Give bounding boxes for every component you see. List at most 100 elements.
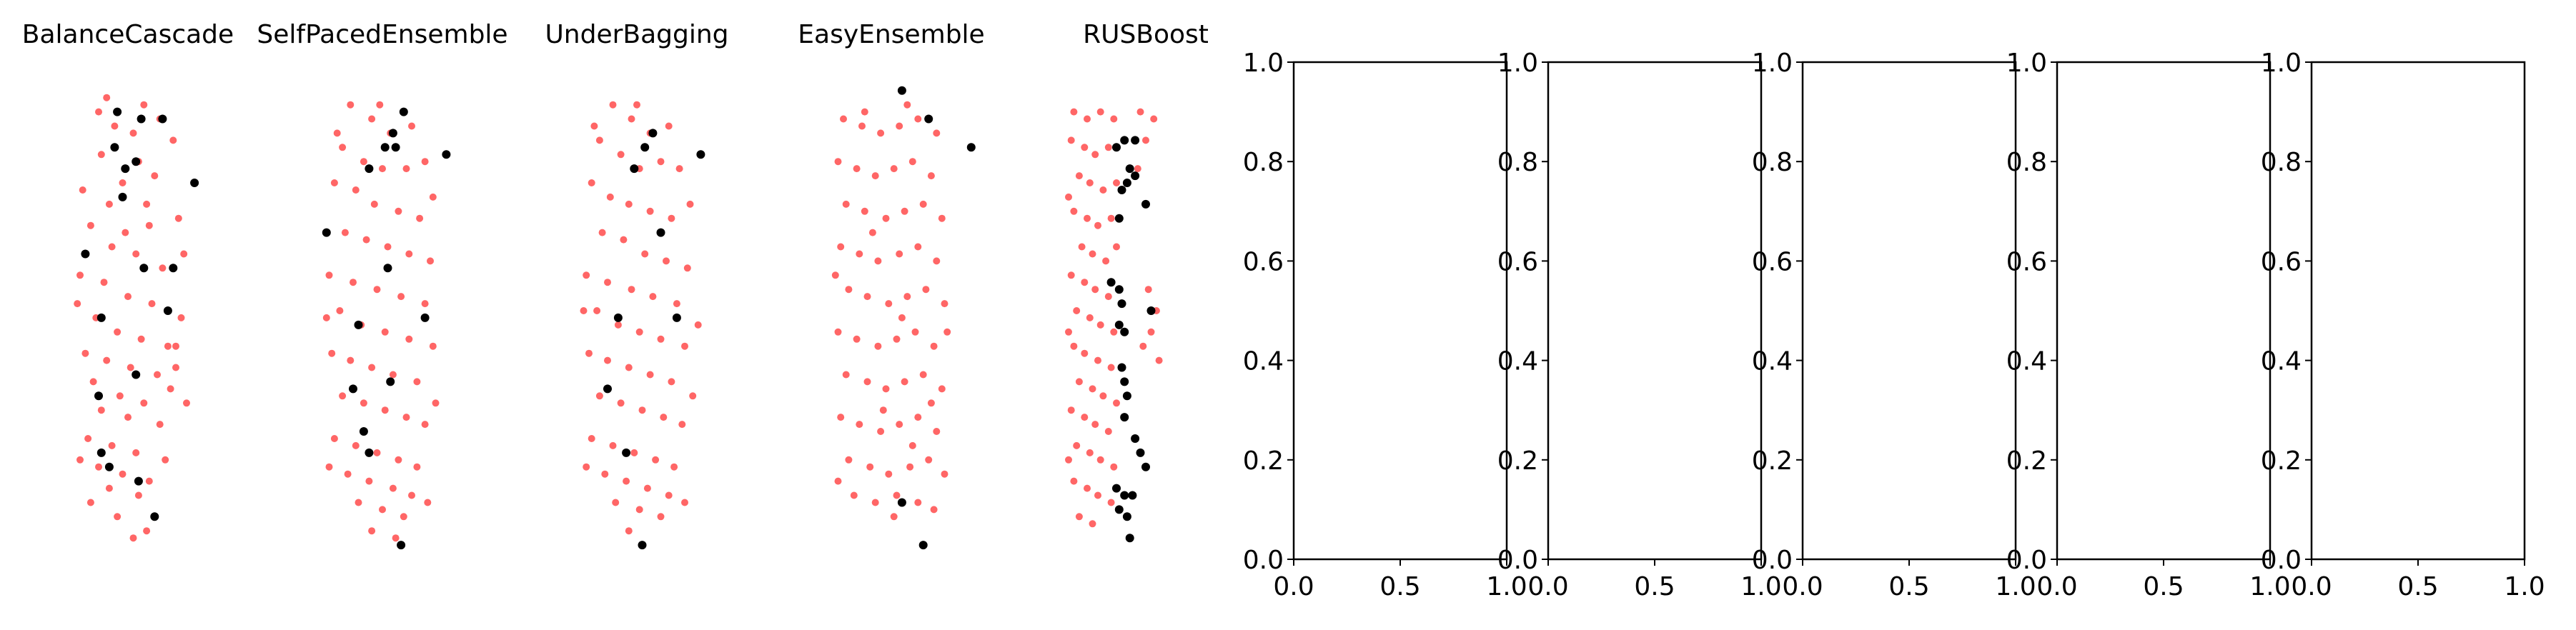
scatter-point-minority xyxy=(1075,172,1083,180)
scatter-point-minority xyxy=(1102,257,1110,265)
scatter-point-minority xyxy=(1073,441,1081,449)
scatter-point-minority xyxy=(914,115,922,123)
scatter-point-minority xyxy=(853,165,861,173)
scatter-point-majority xyxy=(1117,299,1126,309)
scatter-point-majority xyxy=(918,541,928,550)
scatter-point-majority xyxy=(1141,199,1150,209)
scatter-point-minority xyxy=(325,463,333,471)
scatter-point-minority xyxy=(424,499,432,506)
scatter-point-minority xyxy=(432,399,440,407)
scatter-point-majority xyxy=(121,164,130,174)
scatter-point-minority xyxy=(1078,243,1086,251)
scatter-point-minority xyxy=(874,342,882,350)
scatter-point-majority xyxy=(1114,214,1124,223)
scatter-point-majority xyxy=(96,448,106,457)
scatter-point-minority xyxy=(103,94,111,101)
scatter-point-minority xyxy=(129,129,137,137)
scatter-point-minority xyxy=(392,534,400,542)
scatter-point-minority xyxy=(105,484,113,492)
scatter-point-majority xyxy=(150,512,159,521)
scatter-point-majority xyxy=(388,129,397,138)
scatter-point-majority xyxy=(1117,363,1126,372)
scatter-point-minority xyxy=(906,463,914,471)
scatter-point-majority xyxy=(656,228,665,237)
subplot-title: RUSBoost xyxy=(1083,20,1209,49)
scatter-point-minority xyxy=(1091,151,1099,159)
scatter-point-minority xyxy=(134,491,142,499)
y-tick-label: 0.6 xyxy=(1243,247,1284,276)
scatter-point-minority xyxy=(1110,463,1118,471)
scatter-point-minority xyxy=(898,314,906,321)
scatter-point-minority xyxy=(429,193,437,201)
scatter-point-minority xyxy=(598,229,606,236)
scatter-point-minority xyxy=(930,506,938,514)
scatter-point-minority xyxy=(122,229,129,236)
scatter-point-minority xyxy=(588,179,595,186)
scatter-point-minority xyxy=(1096,108,1104,116)
scatter-point-minority xyxy=(143,527,151,535)
scatter-point-minority xyxy=(1096,456,1104,464)
scatter-point-minority xyxy=(922,286,930,294)
scatter-point-minority xyxy=(352,186,360,194)
scatter-point-minority xyxy=(890,165,898,173)
x-tick-label: 0.5 xyxy=(2143,572,2184,601)
scatter-point-minority xyxy=(914,499,922,506)
scatter-point-minority xyxy=(330,435,338,442)
scatter-point-minority xyxy=(874,257,882,265)
scatter-point-minority xyxy=(370,200,378,208)
scatter-point-minority xyxy=(339,392,347,400)
scatter-point-minority xyxy=(1099,392,1107,400)
scatter-point-majority xyxy=(397,541,406,550)
scatter-point-minority xyxy=(1136,108,1144,116)
scatter-point-majority xyxy=(158,114,167,124)
scatter-point-minority xyxy=(322,314,330,321)
scatter-point-majority xyxy=(966,143,976,152)
subplot-10: 0.0 0.2 0.4 0.6 0.8 1.0 0.0 0.5 1.0 xyxy=(2261,49,2545,601)
scatter-point-minority xyxy=(635,506,643,514)
scatter-point-minority xyxy=(583,271,590,279)
scatter-point-minority xyxy=(132,449,140,456)
scatter-point-minority xyxy=(347,101,355,109)
scatter-point-minority xyxy=(1110,115,1118,123)
scatter-point-minority xyxy=(866,463,874,471)
x-tick-label: 1.0 xyxy=(2249,572,2290,601)
scatter-point-majority xyxy=(118,192,127,201)
x-tick-label: 0.5 xyxy=(1634,572,1675,601)
scatter-point-minority xyxy=(896,250,903,258)
subplot-4: EasyEnsemble xyxy=(798,20,985,550)
scatter-point-majority xyxy=(897,86,906,95)
scatter-point-minority xyxy=(941,470,948,478)
scatter-point-minority xyxy=(908,158,916,166)
scatter-point-minority xyxy=(930,342,938,350)
scatter-point-majority xyxy=(134,476,143,486)
scatter-point-minority xyxy=(140,101,148,109)
scatter-point-majority xyxy=(81,249,90,259)
scatter-point-minority xyxy=(604,279,611,286)
scatter-point-minority xyxy=(1147,328,1155,336)
scatter-point-minority xyxy=(111,122,119,130)
y-tick-label: 1.0 xyxy=(2261,49,2302,78)
scatter-point-minority xyxy=(837,243,845,251)
scatter-point-majority xyxy=(1122,179,1131,187)
scatter-point-minority xyxy=(628,286,635,294)
axes-frame xyxy=(2310,61,2526,561)
scatter-point-majority xyxy=(1120,491,1129,500)
scatter-point-minority xyxy=(1107,499,1115,506)
scatter-point-minority xyxy=(344,470,352,478)
scatter-point-majority xyxy=(383,264,392,273)
scatter-point-minority xyxy=(649,293,657,301)
scatter-point-majority xyxy=(391,143,400,152)
scatter-point-majority xyxy=(137,114,146,124)
scatter-point-minority xyxy=(355,499,362,506)
scatter-point-majority xyxy=(1106,278,1116,287)
scatter-point-minority xyxy=(871,172,879,180)
scatter-point-minority xyxy=(105,200,113,208)
scatter-point-minority xyxy=(919,371,927,379)
scatter-point-minority xyxy=(79,186,86,194)
scatter-point-minority xyxy=(1113,179,1120,186)
scatter-point-minority xyxy=(143,200,151,208)
scatter-point-minority xyxy=(694,321,702,329)
scatter-point-minority xyxy=(169,136,177,144)
scatter-point-minority xyxy=(1086,179,1094,186)
scatter-point-minority xyxy=(413,378,421,386)
